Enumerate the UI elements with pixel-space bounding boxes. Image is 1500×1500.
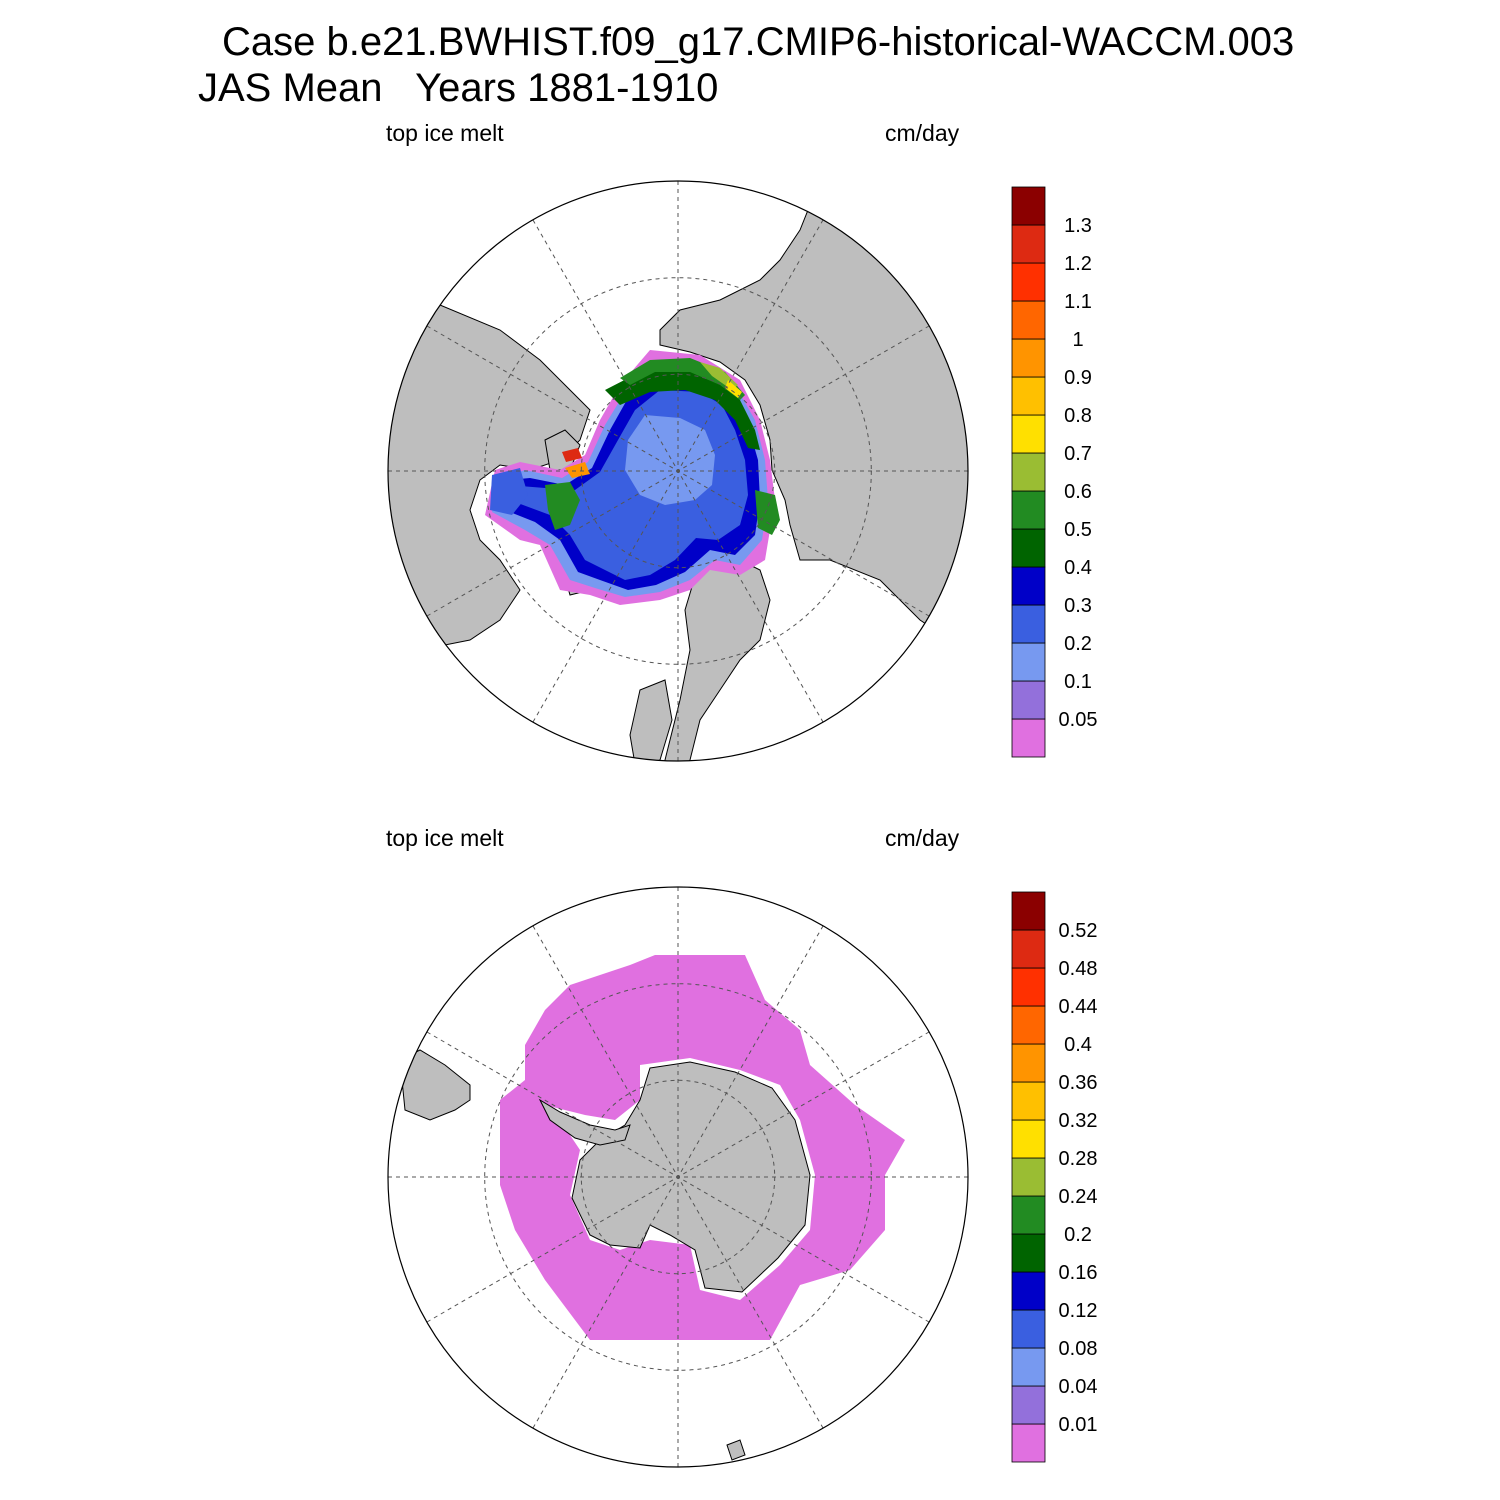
north-colorbar-box <box>1011 186 1046 226</box>
south-map-border <box>387 886 969 1468</box>
south-colorbar-box <box>1011 891 1046 931</box>
south-colorbar-label: 0.24 <box>1059 1186 1098 1208</box>
north-ice-green-east <box>755 490 780 535</box>
south-colorbar-label: 0.2 <box>1064 1224 1092 1246</box>
south-colorbar-box <box>1011 967 1046 1007</box>
north-colorbar-label: 0.9 <box>1064 367 1092 389</box>
north-ice-orange-canada <box>565 462 590 478</box>
south-colorbar-label: 0.52 <box>1059 920 1098 942</box>
north-colorbar-box <box>1011 642 1046 682</box>
south-colorbar-box <box>1011 1347 1046 1387</box>
north-panel-variable-label: top ice melt <box>386 120 504 146</box>
plot-title-line-2: JAS Mean Years 1881-1910 <box>198 66 719 110</box>
south-colorbar-label: 0.12 <box>1059 1300 1098 1322</box>
north-ice-hudson-bay <box>490 468 528 515</box>
south-colorbar-box <box>1011 1423 1046 1463</box>
north-colorbar-label: 1.3 <box>1064 215 1092 237</box>
south-colorbar-box <box>1011 1043 1046 1083</box>
south-panel-units-label: cm/day <box>885 825 960 851</box>
south-colorbar-label: 0.44 <box>1059 996 1098 1018</box>
north-land-europe <box>659 554 771 761</box>
north-colorbar-box <box>1011 414 1046 454</box>
north-colorbar-box <box>1011 452 1046 492</box>
north-ice-yellow-0.7 <box>725 380 742 398</box>
north-colorbar-box <box>1011 376 1046 416</box>
south-colorbar-box <box>1011 1195 1046 1235</box>
north-colorbar-label: 0.1 <box>1064 671 1092 693</box>
north-colorbar-label: 0.5 <box>1064 519 1092 541</box>
plot-title-line-1: Case b.e21.BWHIST.f09_g17.CMIP6-historic… <box>222 20 1295 64</box>
north-colorbar-box <box>1011 528 1046 568</box>
south-colorbar-label: 0.48 <box>1059 958 1098 980</box>
south-colorbar-box <box>1011 1157 1046 1197</box>
north-colorbar-label: 0.6 <box>1064 481 1092 503</box>
north-map-border <box>387 180 969 762</box>
south-ice-extent <box>500 955 905 1340</box>
south-colorbar-box <box>1011 1385 1046 1425</box>
north-colorbar-label: 0.3 <box>1064 595 1092 617</box>
south-land-south-america <box>399 1049 471 1121</box>
south-land-island <box>726 1439 746 1461</box>
south-colorbar-box <box>1011 1005 1046 1045</box>
north-colorbar-box <box>1011 680 1046 720</box>
north-colorbar-box <box>1011 566 1046 606</box>
north-ice-green-0.4 <box>605 368 760 450</box>
south-polar-map <box>387 886 969 1468</box>
north-colorbar-box <box>1011 490 1046 530</box>
south-colorbar-box <box>1011 1271 1046 1311</box>
south-colorbar-label: 0.4 <box>1064 1034 1092 1056</box>
south-colorbar-label: 0.08 <box>1059 1338 1098 1360</box>
south-graticule <box>388 887 968 1467</box>
south-colorbar-box <box>1011 1309 1046 1349</box>
north-colorbar-label: 0.4 <box>1064 557 1092 579</box>
north-ice-center-0.1 <box>625 415 715 505</box>
north-colorbar-label: 1.1 <box>1064 291 1092 313</box>
south-colorbar-box <box>1011 1119 1046 1159</box>
south-colorbar-label: 0.28 <box>1059 1148 1098 1170</box>
south-land-antarctic-peninsula <box>538 1098 631 1146</box>
south-colorbar-label: 0.36 <box>1059 1072 1098 1094</box>
north-colorbar-box <box>1011 604 1046 644</box>
north-colorbar: 0.05 0.1 0.2 0.3 0.4 0.5 0.6 0.7 0.8 0.9 1 1.1 1.2 1.… <box>1011 186 1098 758</box>
north-colorbar-box <box>1011 718 1046 758</box>
south-colorbar-label: 0.16 <box>1059 1262 1098 1284</box>
south-panel-variable-label: top ice melt <box>386 825 504 851</box>
north-colorbar-box <box>1011 300 1046 340</box>
south-colorbar-box <box>1011 929 1046 969</box>
north-ice-red-canada <box>562 448 582 462</box>
north-colorbar-label: 1 <box>1072 329 1083 351</box>
north-colorbar-label: 0.8 <box>1064 405 1092 427</box>
north-colorbar-label: 1.2 <box>1064 253 1092 275</box>
north-colorbar-box <box>1011 224 1046 264</box>
south-colorbar-box <box>1011 1233 1046 1273</box>
south-land-antarctica <box>571 1061 811 1293</box>
north-polar-map <box>387 180 969 762</box>
north-colorbar-label: 0.05 <box>1059 709 1098 731</box>
south-colorbar-label: 0.04 <box>1059 1376 1098 1398</box>
north-ice-green-canada <box>545 482 580 530</box>
north-colorbar-box <box>1011 338 1046 378</box>
south-colorbar-box <box>1011 1081 1046 1121</box>
south-colorbar: 0.01 0.04 0.08 0.12 0.16 0.2 0.24 0.28 0.32 0.36 0… <box>1011 891 1098 1463</box>
north-colorbar-label: 0.7 <box>1064 443 1092 465</box>
north-colorbar-label: 0.2 <box>1064 633 1092 655</box>
north-colorbar-box <box>1011 262 1046 302</box>
north-panel-units-label: cm/day <box>885 120 960 146</box>
south-colorbar-label: 0.01 <box>1059 1414 1098 1436</box>
north-land-eurasia <box>659 181 968 641</box>
north-graticule <box>388 181 968 761</box>
south-colorbar-label: 0.32 <box>1059 1110 1098 1132</box>
